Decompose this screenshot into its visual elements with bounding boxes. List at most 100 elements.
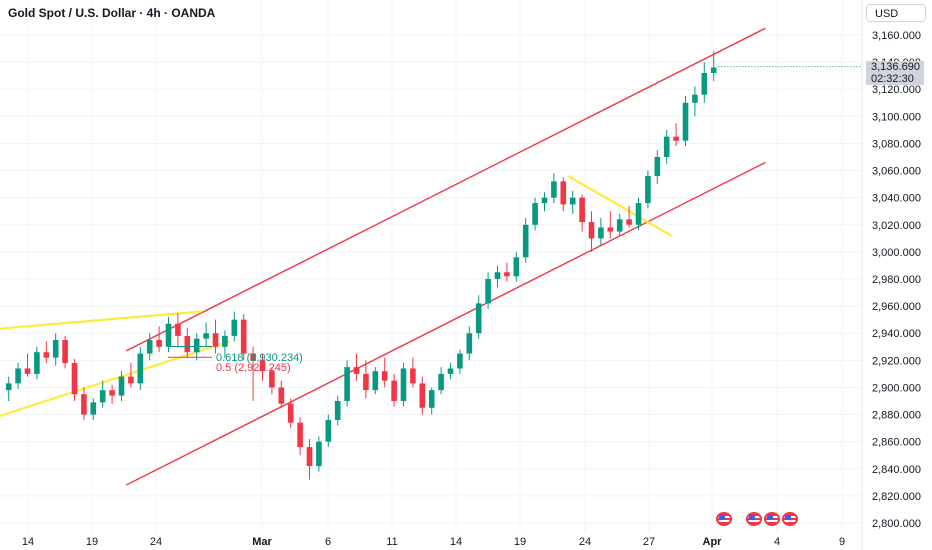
fib-618-label: 0.618 (2,930.234) [216, 352, 303, 364]
candle-body [222, 335, 228, 347]
candle-body [344, 367, 350, 401]
fib-5-label: 0.5 (2,922.245) [216, 362, 291, 374]
candle-body [353, 367, 360, 374]
candle [62, 335, 68, 369]
candle [513, 251, 520, 282]
candle [579, 194, 585, 232]
y-tick-label: 3,000.000 [872, 247, 921, 259]
candle [287, 398, 294, 429]
time-axis[interactable]: 14 19 24 Mar 6 11 14 19 24 27 Apr 4 9 [22, 536, 845, 548]
y-tick-label: 2,920.000 [872, 355, 921, 367]
candle [710, 51, 717, 82]
candle-body [626, 219, 632, 225]
candle-body [231, 319, 238, 336]
chart-grid [0, 0, 862, 532]
candle-body [34, 352, 40, 374]
candle [212, 319, 219, 354]
y-tick-label: 3,100.000 [872, 111, 921, 123]
x-tick-label: 14 [22, 536, 34, 548]
y-tick-label: 3,160.000 [872, 30, 921, 42]
candle [475, 295, 482, 339]
x-tick-label: 11 [386, 536, 397, 548]
candle [400, 363, 407, 407]
us-flag-icon[interactable] [782, 512, 798, 526]
candle-body [607, 227, 614, 232]
bar-countdown: 02:32:30 [871, 73, 914, 85]
candle [222, 330, 228, 358]
channel-upper [125, 27, 766, 352]
candle-body [137, 353, 144, 384]
us-flag-icon[interactable] [716, 512, 732, 526]
candle-body [203, 333, 209, 339]
candle-body [146, 340, 153, 354]
candle-body [710, 67, 717, 73]
candle-body [701, 72, 708, 95]
candle [118, 371, 125, 401]
candlestick-series [5, 51, 717, 480]
candle [306, 438, 313, 480]
x-tick-label: 14 [450, 536, 462, 548]
candle [278, 380, 285, 408]
y-tick-label: 2,880.000 [872, 410, 921, 422]
candle [551, 173, 557, 204]
candle-body [363, 373, 369, 391]
candle [128, 363, 134, 388]
candle [316, 436, 322, 472]
candle-body [212, 333, 219, 347]
candle-body [287, 403, 294, 423]
y-tick-label: 3,020.000 [872, 220, 921, 232]
candle-body [259, 360, 266, 372]
candle [560, 177, 567, 212]
y-tick-label: 3,060.000 [872, 166, 921, 178]
candle [438, 367, 444, 395]
currency-button[interactable]: USD [866, 4, 926, 22]
candle-body [504, 272, 510, 277]
candle-body [645, 175, 651, 204]
us-flag-icon[interactable] [746, 512, 762, 526]
candle [156, 326, 162, 353]
candle-body [598, 227, 604, 239]
y-tick-label: 2,800.000 [872, 518, 921, 530]
y-tick-label: 3,040.000 [872, 193, 921, 205]
candle [325, 414, 332, 448]
candle-body [297, 422, 303, 448]
candle [109, 384, 115, 404]
chart-drawings [0, 27, 766, 486]
candle-body [15, 368, 21, 384]
candle-body [24, 368, 31, 374]
candle [99, 380, 106, 408]
candle [607, 211, 614, 239]
candle-body [692, 94, 698, 103]
candle [5, 376, 12, 401]
candle [419, 376, 426, 415]
candle-body [457, 353, 463, 369]
y-tick-label: 2,860.000 [872, 437, 921, 449]
candle [372, 367, 379, 395]
candle [363, 360, 369, 399]
candle-body [71, 363, 78, 395]
candle [146, 333, 153, 361]
candle-body [579, 197, 585, 223]
candle [682, 96, 689, 147]
candle-body [118, 376, 125, 396]
candle [52, 333, 59, 366]
us-flag-icon[interactable] [764, 512, 780, 526]
flag-line [567, 175, 672, 237]
candle-body [588, 222, 595, 239]
candle-body [541, 197, 548, 204]
candle-body [240, 319, 247, 354]
candle-body [682, 102, 689, 141]
candle-body [522, 224, 529, 258]
candle [626, 205, 632, 228]
channel-lower [125, 161, 766, 486]
candle [250, 346, 256, 401]
candle-body [5, 383, 12, 391]
x-tick-label: 19 [514, 536, 526, 548]
y-tick-label: 2,940.000 [872, 328, 921, 340]
candle [673, 123, 679, 147]
fibonacci-levels [168, 345, 212, 358]
candle-body [156, 340, 162, 347]
candle-body [410, 368, 416, 384]
candle-body [325, 419, 332, 442]
